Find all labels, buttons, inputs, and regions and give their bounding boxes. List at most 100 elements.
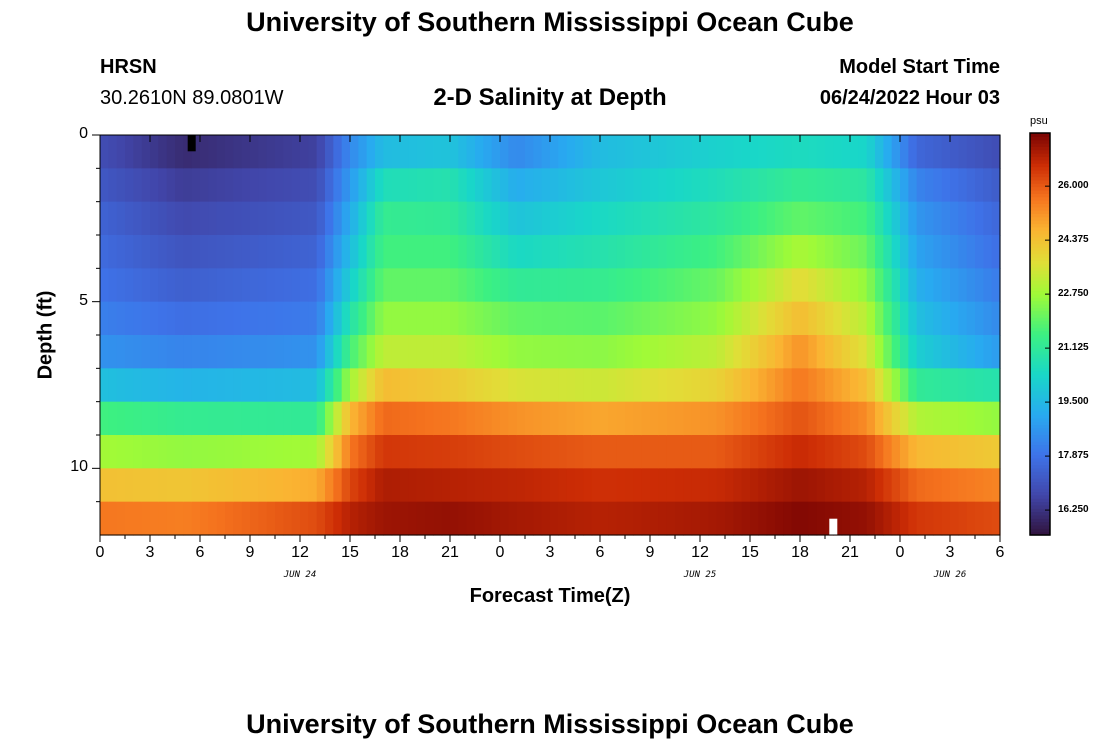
heatmap-cell xyxy=(608,335,618,369)
heatmap-cell xyxy=(591,368,601,403)
heatmap-cell xyxy=(158,235,168,269)
heatmap-cell xyxy=(425,468,434,503)
heatmap-cell xyxy=(658,168,668,203)
heatmap-cell xyxy=(541,435,551,469)
heatmap-cell xyxy=(716,268,726,303)
heatmap-cell xyxy=(750,301,759,336)
heatmap-cell xyxy=(850,301,859,336)
heatmap-cell xyxy=(300,268,309,303)
heatmap-cell xyxy=(900,135,909,169)
heatmap-cell xyxy=(983,435,993,469)
heatmap-cell xyxy=(158,468,168,503)
heatmap-cell xyxy=(333,501,343,536)
heatmap-cell xyxy=(575,201,584,236)
heatmap-cell xyxy=(241,201,251,236)
heatmap-cell xyxy=(383,135,393,169)
colorbar-segment xyxy=(1030,524,1050,529)
heatmap-cell xyxy=(216,435,226,469)
colorbar-segment xyxy=(1030,280,1050,285)
heatmap-cell xyxy=(141,468,151,503)
heatmap-cell xyxy=(541,235,551,269)
heatmap-cell xyxy=(383,201,393,236)
heatmap-cell xyxy=(300,435,309,469)
heatmap-cell xyxy=(733,268,743,303)
heatmap-cell xyxy=(308,435,318,469)
heatmap-cell xyxy=(833,235,843,269)
heatmap-cell xyxy=(191,168,201,203)
heatmap-cell xyxy=(758,335,768,369)
heatmap-cell xyxy=(783,201,793,236)
heatmap-cell xyxy=(725,401,734,436)
heatmap-cell xyxy=(441,135,451,169)
heatmap-cell xyxy=(966,268,976,303)
colorbar-segment xyxy=(1030,139,1050,144)
heatmap-cell xyxy=(716,468,726,503)
heatmap-cell xyxy=(233,201,243,236)
heatmap-cell xyxy=(408,301,418,336)
heatmap-cell xyxy=(966,501,976,536)
heatmap-cell xyxy=(533,401,543,436)
heatmap-cell xyxy=(525,501,534,536)
heatmap-cell xyxy=(608,468,618,503)
heatmap-cell xyxy=(508,268,518,303)
heatmap-cell xyxy=(566,435,576,469)
heatmap-cell xyxy=(475,368,484,403)
heatmap-cell xyxy=(300,235,309,269)
heatmap-cell xyxy=(358,301,368,336)
heatmap-cell xyxy=(675,335,684,369)
heatmap-cell xyxy=(216,501,226,536)
x-tick-label: 21 xyxy=(841,544,859,561)
heatmap-cell xyxy=(866,501,876,536)
heatmap-cell xyxy=(700,301,709,336)
heatmap-cell xyxy=(133,435,143,469)
heatmap-cell xyxy=(291,135,301,169)
colorbar-segment xyxy=(1030,347,1050,352)
heatmap-cell xyxy=(625,301,634,336)
heatmap-cell xyxy=(491,335,501,369)
colorbar-segment xyxy=(1030,498,1050,503)
colorbar-segment xyxy=(1030,173,1050,178)
heatmap-cell xyxy=(941,268,951,303)
heatmap-cell xyxy=(133,335,143,369)
heatmap-cell xyxy=(641,335,651,369)
heatmap-cell xyxy=(633,468,643,503)
heatmap-cell xyxy=(500,401,509,436)
heatmap-cell xyxy=(633,368,643,403)
heatmap-cell xyxy=(841,501,851,536)
heatmap-cell xyxy=(100,401,109,436)
heatmap-cell xyxy=(541,135,551,169)
heatmap-cell xyxy=(616,401,626,436)
heatmap-cell xyxy=(916,468,926,503)
heatmap-cell xyxy=(700,168,709,203)
colorbar-segment xyxy=(1030,186,1050,191)
heatmap-cell xyxy=(808,168,818,203)
heatmap-cell xyxy=(833,201,843,236)
heatmap-cell xyxy=(116,335,126,369)
heatmap-cell xyxy=(741,368,751,403)
heatmap-cell xyxy=(275,168,284,203)
heatmap-cell xyxy=(291,301,301,336)
heatmap-cell xyxy=(291,368,301,403)
heatmap-cell xyxy=(608,501,618,536)
heatmap-cell xyxy=(983,268,993,303)
colorbar-segment xyxy=(1030,270,1050,275)
colorbar-segment xyxy=(1030,424,1050,429)
heatmap-cell xyxy=(383,468,393,503)
heatmap-cell xyxy=(766,301,776,336)
heatmap-cell xyxy=(750,401,759,436)
heatmap-cell xyxy=(166,435,176,469)
heatmap-cell xyxy=(108,435,118,469)
heatmap-cell xyxy=(450,235,459,269)
heatmap-cell xyxy=(766,235,776,269)
heatmap-cell xyxy=(241,335,251,369)
heatmap-cell xyxy=(450,501,459,536)
heatmap-cell xyxy=(691,135,701,169)
heatmap-cell xyxy=(291,268,301,303)
heatmap-cell xyxy=(666,201,676,236)
heatmap-cell xyxy=(808,368,818,403)
heatmap-cell xyxy=(708,368,718,403)
heatmap-cell xyxy=(808,135,818,169)
heatmap-cell xyxy=(925,468,934,503)
heatmap-cell xyxy=(158,168,168,203)
colorbar-segment xyxy=(1030,431,1050,436)
